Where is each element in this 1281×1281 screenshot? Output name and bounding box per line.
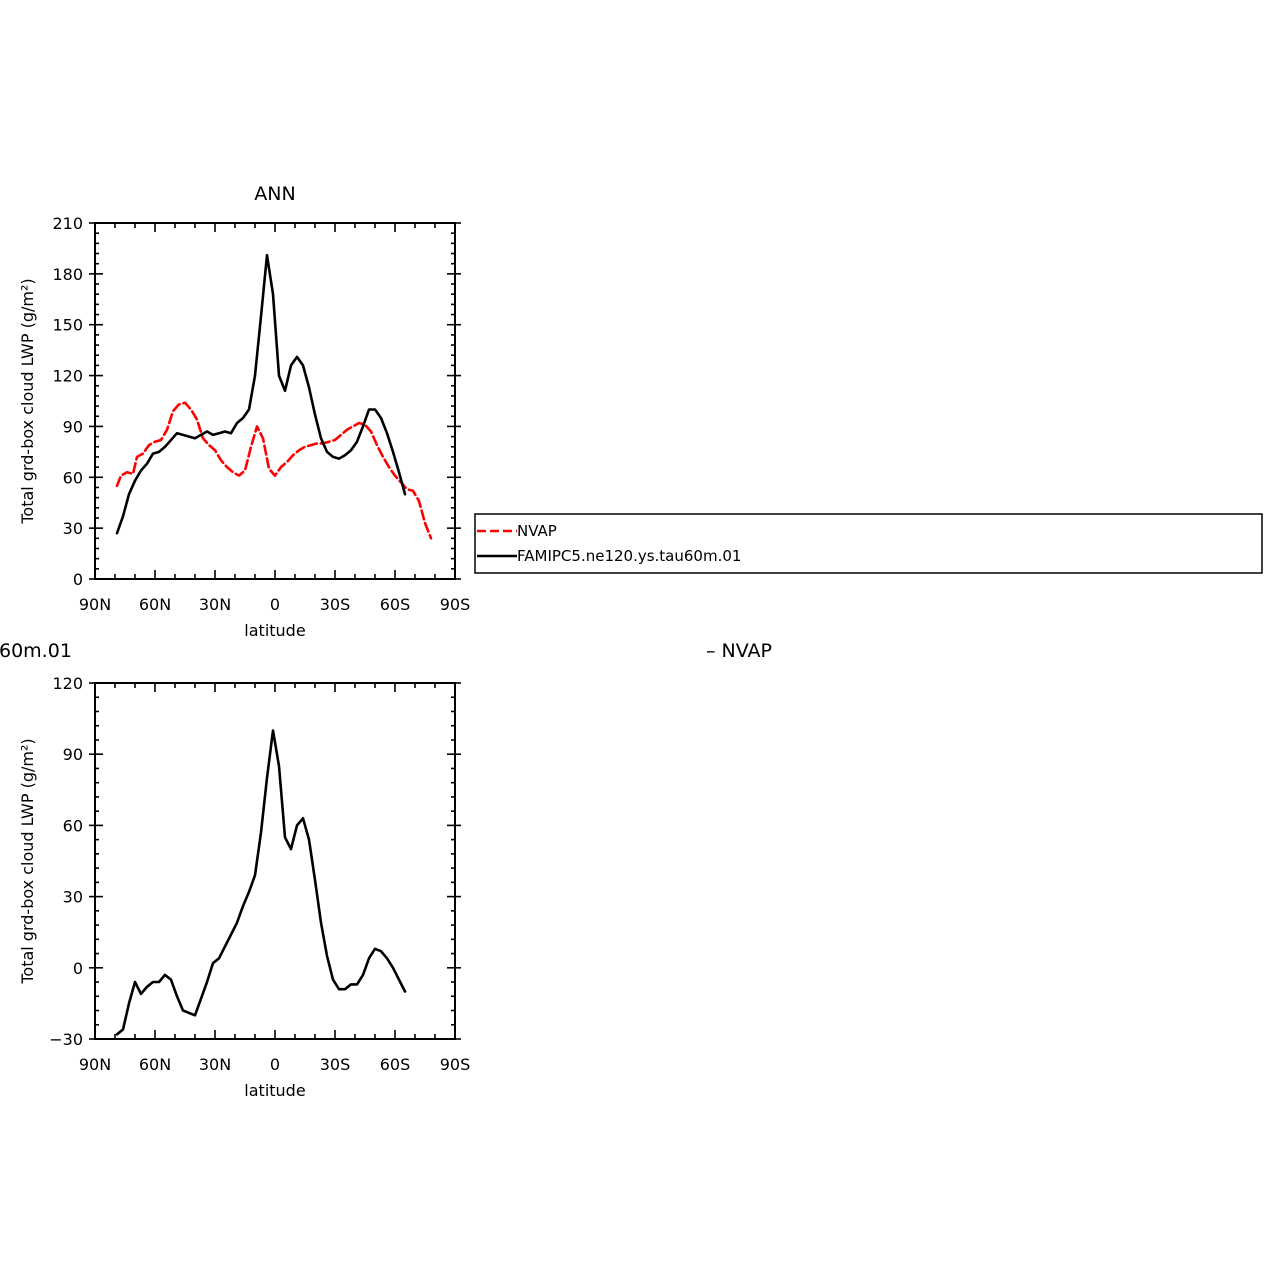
top-x-tick-label: 60S [380,595,411,614]
bottom-x-tick-label: 30S [320,1055,351,1074]
top-y-tick-label: 120 [52,367,83,386]
bottom-y-tick-label: 30 [63,888,83,907]
bottom-series-lines [115,729,407,1036]
bottom-x-tick-label: 60S [380,1055,411,1074]
bottom-panel: 90N 60N 30N 0 30S 60S 90S −30 0 30 60 90 120 latitud… [18,674,470,1100]
bottom-left-header: 60m.01 [0,640,72,662]
legend: NVAP FAMIPC5.ne120.ys.tau60m.01 [474,513,1263,574]
bottom-x-tick-label: 0 [270,1055,280,1074]
top-y-tick-label: 210 [52,214,83,233]
bottom-series-line-model [115,729,407,1036]
top-y-tick-label: 180 [52,265,83,284]
top-plot-frame [94,222,456,580]
top-x-tick-label: 90N [79,595,111,614]
top-panel: ANN 90N 60N 30N 0 30S 60S 90S 0 30 60 90 120 150 180 2… [18,183,470,640]
bottom-x-axis-title: latitude [244,1081,305,1100]
bottom-x-tick-label: 30N [199,1055,231,1074]
top-panel-title: ANN [254,183,295,205]
top-series-line-model [115,253,407,535]
top-y-axis-title: Total grd-box cloud LWP (g/m²) [18,278,37,524]
top-x-axis-title: latitude [244,621,305,640]
bottom-y-tick-label: 0 [73,959,83,978]
top-series-lines [115,253,433,540]
top-x-tick-label: 0 [270,595,280,614]
top-y-tick-label: 90 [63,417,83,436]
top-axis-ticks: 90N 60N 30N 0 30S 60S 90S 0 30 60 90 120 150 180 210 [52,214,470,614]
bottom-y-tick-label: −30 [49,1030,83,1049]
bottom-x-tick-label: 90N [79,1055,111,1074]
bottom-x-tick-label: 60N [139,1055,171,1074]
top-y-tick-label: 0 [73,570,83,589]
top-y-tick-label: 60 [63,468,83,487]
bottom-y-tick-label: 90 [63,745,83,764]
legend-label-model: FAMIPC5.ne120.ys.tau60m.01 [517,547,741,565]
top-x-tick-label: 30N [199,595,231,614]
bottom-y-tick-label: 60 [63,816,83,835]
bottom-y-tick-label: 120 [52,674,83,693]
top-y-tick-label: 150 [52,316,83,335]
bottom-y-axis-title: Total grd-box cloud LWP (g/m²) [18,738,37,984]
legend-box [474,513,1263,574]
top-series-line-nvap [115,401,433,540]
top-x-tick-label: 30S [320,595,351,614]
top-x-tick-label: 60N [139,595,171,614]
bottom-right-header: – NVAP [706,640,772,662]
legend-label-nvap: NVAP [517,522,557,540]
bottom-x-tick-label: 90S [440,1055,471,1074]
top-x-tick-label: 90S [440,595,471,614]
bottom-axis-ticks: 90N 60N 30N 0 30S 60S 90S −30 0 30 60 90 120 [49,674,470,1074]
top-y-tick-label: 30 [63,519,83,538]
